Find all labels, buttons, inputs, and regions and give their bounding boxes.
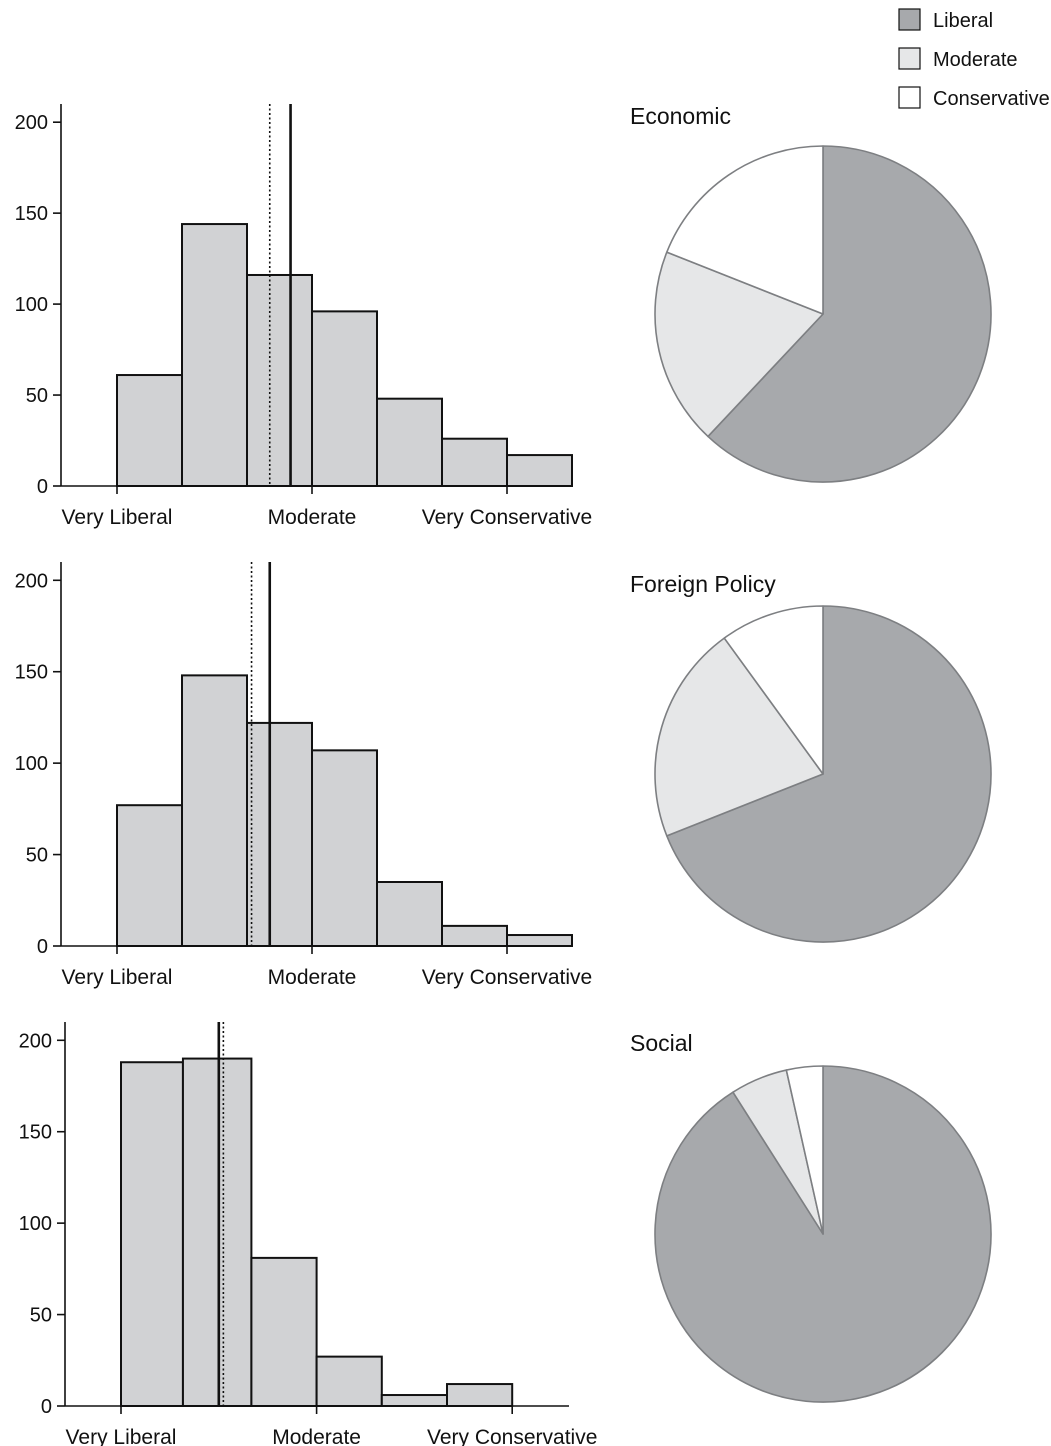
histogram-bar [376,397,443,487]
histogram-bar [506,934,573,947]
histogram-bar [246,273,313,487]
pie-slice-liberal [665,605,992,943]
y-tick-label: 150 [19,1122,52,1144]
histogram-bar [380,1394,448,1407]
legend-swatch-liberal [898,8,921,31]
x-tick-label-very-conservative: Very Conservative [422,966,592,989]
histogram-bar [315,1355,383,1407]
x-tick-label-moderate: Moderate [272,1426,361,1446]
histogram-bar [120,1061,184,1407]
y-tick-label: 200 [15,112,48,134]
y-tick-label: 0 [41,1396,52,1418]
pie-title: Social [630,1030,693,1056]
y-tick-label: 150 [15,203,48,225]
histogram-bar [446,1383,514,1407]
y-tick-label: 100 [19,1213,52,1235]
histogram-social: 0 50 100 150 200 Very Liberal Moderate Very Con… [19,1022,597,1446]
x-tick-label-very-liberal: Very Liberal [66,1426,177,1446]
pie-economic: Economic [630,103,992,483]
x-tick-label-very-conservative: Very Conservative [422,506,592,529]
pie-slice-conservative [723,605,824,775]
legend-label-moderate: Moderate [933,49,1018,71]
histogram-bar [181,674,248,947]
y-tick-label: 200 [15,570,48,592]
histogram-bar [181,1057,253,1407]
pie-social: Social [630,1030,992,1403]
y-tick-label: 100 [15,753,48,775]
x-tick-label-very-liberal: Very Liberal [62,506,173,529]
histogram-bar [441,924,508,948]
histogram-bar [311,310,378,487]
histogram-economic: 0 50 100 150 200 Very Liberal Moderate Very Con… [15,104,592,529]
pie-foreign-policy: Foreign Policy [630,571,992,943]
legend-label-conservative: Conservative [933,88,1050,110]
legend-label-liberal: Liberal [933,10,993,32]
histogram-bar [506,454,573,488]
histogram-bar [311,749,378,947]
histogram-foreign-policy: 0 50 100 150 200 Very Liberal Moderate Very Con… [15,562,592,989]
histogram-bar [116,374,183,487]
pie-slice-conservative [665,145,824,315]
y-tick-label: 50 [26,385,48,407]
y-tick-label: 0 [37,476,48,498]
y-tick-label: 150 [15,662,48,684]
pie-slice-conservative [785,1065,824,1235]
pie-slice-moderate [654,251,824,438]
y-tick-label: 200 [19,1030,52,1052]
pie-title: Foreign Policy [630,571,776,597]
x-tick-label-very-liberal: Very Liberal [62,966,173,989]
histogram-bar [246,721,313,948]
x-tick-label-very-conservative: Very Conservative [427,1426,597,1446]
y-tick-label: 50 [26,845,48,867]
legend-swatch-conservative [898,86,921,109]
x-tick-label-moderate: Moderate [268,506,357,529]
y-tick-label: 50 [30,1305,52,1327]
legend: Liberal Moderate Conservative [898,8,1050,110]
pie-title: Economic [630,103,731,129]
legend-swatch-moderate [898,47,921,70]
histogram-bar [181,223,248,488]
histogram-bar [441,437,508,488]
histogram-bar [376,881,443,947]
pie-slice-liberal [707,145,992,483]
y-tick-label: 0 [37,936,48,958]
histogram-bar [250,1256,318,1408]
y-tick-label: 100 [15,294,48,316]
x-tick-label-moderate: Moderate [268,966,357,989]
pie-slice-moderate [654,637,824,837]
histogram-bar [116,804,183,948]
